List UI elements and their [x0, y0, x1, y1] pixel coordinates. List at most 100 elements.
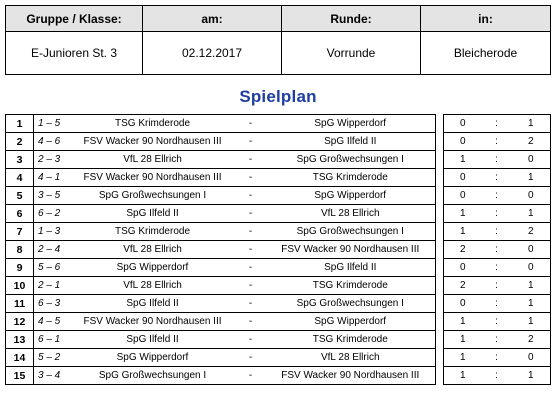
match-pairing: 6 – 3	[33, 294, 70, 313]
group-value: E-Junioren St. 3	[5, 31, 143, 75]
home-team: SpG Ilfeld II	[69, 204, 236, 223]
score-away: 0	[511, 348, 551, 367]
score-away: 1	[511, 114, 551, 133]
score-away: 1	[511, 168, 551, 187]
home-team: SpG Ilfeld II	[69, 294, 236, 313]
score-separator: :	[481, 132, 512, 151]
match-pairing: 2 – 4	[33, 240, 70, 259]
score-home: 1	[443, 330, 482, 349]
match-number: 1	[5, 114, 34, 133]
spacer	[435, 366, 444, 385]
match-separator: -	[235, 204, 266, 223]
score-home: 0	[443, 186, 482, 205]
match-separator: -	[235, 258, 266, 277]
score-away: 2	[511, 132, 551, 151]
spacer	[435, 186, 444, 205]
score-separator: :	[481, 276, 512, 295]
score-home: 1	[443, 366, 482, 385]
score-separator: :	[481, 294, 512, 313]
info-header-row: Gruppe / Klasse: am: Runde: in:	[5, 5, 551, 32]
round-label: Runde:	[281, 5, 421, 32]
match-pairing: 1 – 5	[33, 114, 70, 133]
home-team: VfL 28 Ellrich	[69, 240, 236, 259]
spacer	[435, 222, 444, 241]
score-separator: :	[481, 186, 512, 205]
score-separator: :	[481, 312, 512, 331]
away-team: TSG Krimderode	[265, 168, 436, 187]
away-team: SpG Großwechsungen I	[265, 150, 436, 169]
away-team: TSG Krimderode	[265, 330, 436, 349]
score-away: 1	[511, 312, 551, 331]
score-separator: :	[481, 240, 512, 259]
score-away: 1	[511, 204, 551, 223]
match-number: 11	[5, 294, 34, 313]
spacer	[435, 132, 444, 151]
home-team: FSV Wacker 90 Nordhausen III	[69, 312, 236, 331]
match-separator: -	[235, 348, 266, 367]
home-team: VfL 28 Ellrich	[69, 150, 236, 169]
score-away: 0	[511, 150, 551, 169]
home-team: FSV Wacker 90 Nordhausen III	[69, 168, 236, 187]
spacer	[435, 330, 444, 349]
score-home: 1	[443, 312, 482, 331]
spacer	[435, 240, 444, 259]
away-team: VfL 28 Ellrich	[265, 204, 436, 223]
match-pairing: 4 – 1	[33, 168, 70, 187]
table-row: 11 6 – 3 SpG Ilfeld II - SpG Großwechsungen …	[5, 294, 551, 313]
match-number: 9	[5, 258, 34, 277]
score-home: 0	[443, 132, 482, 151]
place-value: Bleicherode	[420, 31, 551, 75]
score-separator: :	[481, 114, 512, 133]
match-pairing: 2 – 1	[33, 276, 70, 295]
away-team: SpG Großwechsungen I	[265, 222, 436, 241]
away-team: SpG Großwechsungen I	[265, 294, 436, 313]
place-label: in:	[420, 5, 551, 32]
away-team: FSV Wacker 90 Nordhausen III	[265, 366, 436, 385]
spacer	[435, 150, 444, 169]
match-separator: -	[235, 312, 266, 331]
home-team: SpG Wipperdorf	[69, 348, 236, 367]
match-separator: -	[235, 132, 266, 151]
match-pairing: 4 – 5	[33, 312, 70, 331]
spacer	[435, 114, 444, 133]
match-number: 10	[5, 276, 34, 295]
table-row: 14 5 – 2 SpG Wipperdorf - VfL 28 Ellrich 1:0	[5, 348, 551, 367]
spacer	[435, 276, 444, 295]
score-away: 2	[511, 330, 551, 349]
group-label: Gruppe / Klasse:	[5, 5, 143, 32]
score-separator: :	[481, 150, 512, 169]
away-team: FSV Wacker 90 Nordhausen III	[265, 240, 436, 259]
score-home: 1	[443, 150, 482, 169]
spacer	[435, 258, 444, 277]
match-pairing: 1 – 3	[33, 222, 70, 241]
match-separator: -	[235, 168, 266, 187]
score-home: 1	[443, 222, 482, 241]
score-separator: :	[481, 258, 512, 277]
score-separator: :	[481, 204, 512, 223]
match-pairing: 5 – 2	[33, 348, 70, 367]
match-separator: -	[235, 114, 266, 133]
home-team: VfL 28 Ellrich	[69, 276, 236, 295]
match-separator: -	[235, 294, 266, 313]
away-team: SpG Wipperdorf	[265, 312, 436, 331]
table-row: 12 4 – 5 FSV Wacker 90 Nordhausen III - SpG …	[5, 312, 551, 331]
match-pairing: 3 – 4	[33, 366, 70, 385]
score-home: 2	[443, 240, 482, 259]
match-number: 13	[5, 330, 34, 349]
score-separator: :	[481, 366, 512, 385]
home-team: FSV Wacker 90 Nordhausen III	[69, 132, 236, 151]
spacer	[435, 168, 444, 187]
score-home: 1	[443, 348, 482, 367]
match-number: 15	[5, 366, 34, 385]
home-team: TSG Krimderode	[69, 222, 236, 241]
away-team: SpG Ilfeld II	[265, 258, 436, 277]
match-separator: -	[235, 150, 266, 169]
